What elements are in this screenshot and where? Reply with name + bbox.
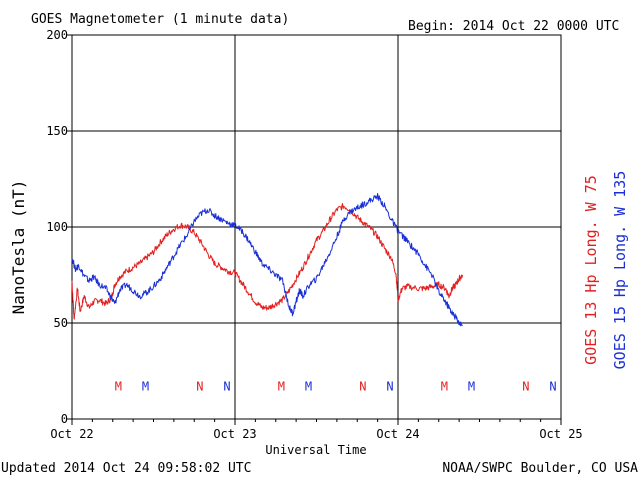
marker-n: N xyxy=(196,379,203,393)
y-tick-label: 100 xyxy=(46,220,68,234)
legend-goes15: GOES 15 Hp Long. W 135 xyxy=(611,171,629,370)
x-axis-label: Universal Time xyxy=(265,443,366,457)
series-line-1 xyxy=(71,193,463,327)
marker-m: M xyxy=(441,379,448,393)
begin-time: Begin: 2014 Oct 22 0000 UTC xyxy=(408,19,619,34)
marker-n: N xyxy=(359,379,366,393)
y-axis-label: NanoTesla (nT) xyxy=(9,180,28,315)
series-line-0 xyxy=(71,203,463,320)
x-tick-label: Oct 22 xyxy=(50,427,93,441)
marker-m: M xyxy=(278,379,285,393)
chart-title: GOES Magnetometer (1 minute data) xyxy=(31,12,289,27)
y-axis-ticks: 0 50 100 150 200 xyxy=(46,28,72,426)
x-tick-label: Oct 24 xyxy=(376,427,419,441)
y-tick-label: 50 xyxy=(54,316,68,330)
marker-n: N xyxy=(522,379,529,393)
x-tick-label: Oct 25 xyxy=(539,427,582,441)
marker-m: M xyxy=(305,379,312,393)
y-tick-label: 0 xyxy=(61,412,68,426)
credit-text: NOAA/SWPC Boulder, CO USA xyxy=(442,461,638,476)
marker-n: N xyxy=(223,379,230,393)
marker-n: N xyxy=(386,379,393,393)
x-axis-ticks: Oct 22 Oct 23 Oct 24 Oct 25 xyxy=(50,419,583,441)
series-lines xyxy=(71,193,463,327)
marker-m: M xyxy=(115,379,122,393)
y-tick-label: 200 xyxy=(46,28,68,42)
updated-timestamp: Updated 2014 Oct 24 09:58:02 UTC xyxy=(1,461,251,476)
legend-goes13: GOES 13 Hp Long. W 75 xyxy=(582,175,600,365)
y-tick-label: 150 xyxy=(46,124,68,138)
x-tick-label: Oct 23 xyxy=(213,427,256,441)
grid-lines xyxy=(72,35,561,419)
marker-m: M xyxy=(142,379,149,393)
marker-m: M xyxy=(468,379,475,393)
marker-n: N xyxy=(549,379,556,393)
